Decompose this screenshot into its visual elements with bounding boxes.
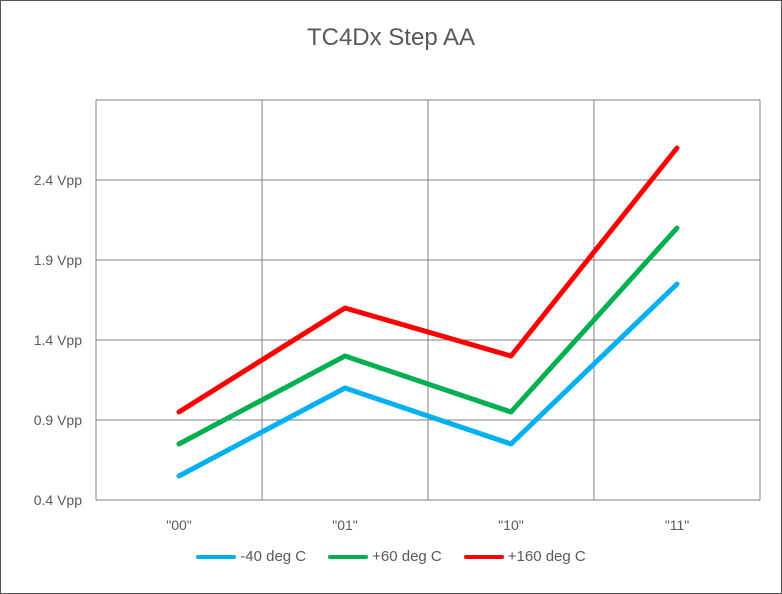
legend-label: +60 deg C [372, 548, 442, 565]
legend-label: +160 deg C [507, 548, 586, 565]
legend-item: +60 deg C [328, 548, 442, 565]
legend-item: -40 deg C [196, 548, 306, 565]
y-tick-label: 1.4 Vpp [34, 332, 82, 348]
series-line [176, 281, 680, 479]
x-tick-label: "00" [166, 517, 192, 533]
legend-swatch [328, 554, 369, 559]
y-axis-ticks: 0.4 Vpp 0.9 Vpp 1.4 Vpp 1.9 Vpp 2.4 Vpp [34, 172, 82, 508]
legend-swatch [196, 554, 237, 559]
legend-item: +160 deg C [463, 548, 586, 565]
y-tick-label: 2.4 Vpp [34, 172, 82, 188]
series-lines [176, 145, 680, 479]
legend-swatch [463, 554, 504, 559]
y-tick-label: 0.4 Vpp [34, 492, 82, 508]
y-tick-label: 0.9 Vpp [34, 412, 82, 428]
x-tick-label: "01" [332, 517, 358, 533]
legend-label: -40 deg C [240, 548, 307, 565]
chart-title: TC4Dx Step AA [306, 24, 476, 51]
x-axis-ticks: "00" "01" "10" "11" [166, 517, 689, 533]
x-tick-label: "10" [498, 517, 524, 533]
y-tick-label: 1.9 Vpp [34, 252, 82, 268]
series-line [176, 145, 680, 415]
x-tick-label: "11" [665, 517, 690, 533]
legend: -40 deg C +60 deg C +160 deg C [0, 548, 782, 565]
series-line [176, 225, 680, 447]
